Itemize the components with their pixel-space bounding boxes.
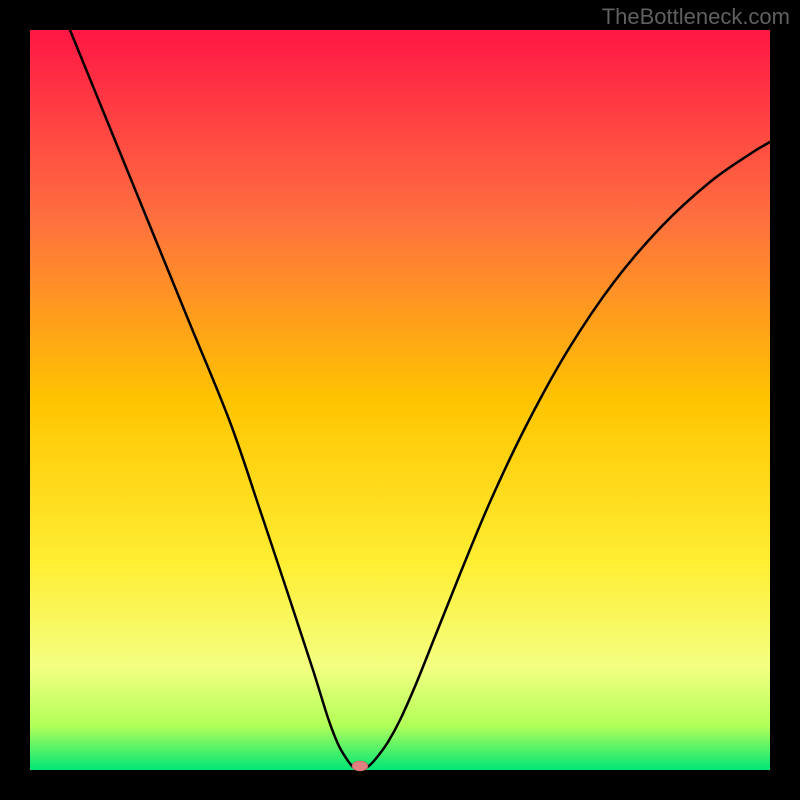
watermark-text: TheBottleneck.com [602,4,790,30]
optimum-marker [352,761,368,771]
plot-background [30,30,770,770]
chart-frame: TheBottleneck.com [0,0,800,800]
bottleneck-chart [0,0,800,800]
